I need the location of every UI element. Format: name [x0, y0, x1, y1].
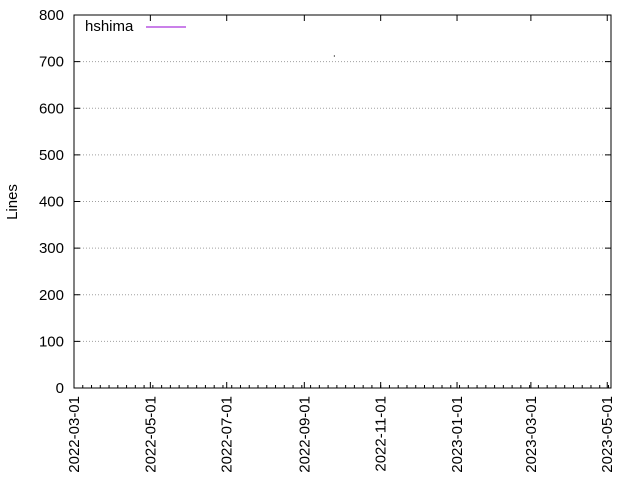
- x-tick-label-2022-09-01: 2022-09-01: [296, 396, 313, 473]
- y-tick-label-200: 200: [39, 287, 64, 304]
- x-tick-label-2022-05-01: 2022-05-01: [142, 396, 159, 473]
- y-tick-label-100: 100: [39, 333, 64, 350]
- legend-entry-hshima: hshima: [85, 18, 134, 35]
- x-tick-label-2023-05-01: 2023-05-01: [599, 396, 616, 473]
- y-tick-label-0: 0: [56, 380, 64, 397]
- x-tick-label-2022-11-01: 2022-11-01: [373, 396, 390, 472]
- y-tick-label-500: 500: [39, 147, 64, 164]
- series-layer: [333, 55, 335, 57]
- x-tick-label-2023-03-01: 2023-03-01: [523, 396, 540, 473]
- x-tick-label-2023-01-01: 2023-01-01: [449, 396, 466, 473]
- y-axis-label: Lines: [4, 184, 21, 220]
- y-tick-label-300: 300: [39, 240, 64, 257]
- y-axis: 0 100 200 300 400 500 600 700 800: [39, 7, 611, 397]
- legend: hshima: [85, 18, 186, 35]
- data-point-0-0: [333, 55, 335, 57]
- plot-frame: [73, 14, 612, 389]
- grid-lines: [74, 61, 611, 342]
- x-tick-label-2022-03-01: 2022-03-01: [66, 396, 83, 473]
- x-axis: 2022-03-01 2022-05-01 2022-07-01 2022-09-01…: [66, 15, 616, 473]
- y-tick-label-600: 600: [39, 100, 64, 117]
- y-tick-label-700: 700: [39, 54, 64, 71]
- y-tick-label-800: 800: [39, 7, 64, 24]
- x-tick-label-2022-07-01: 2022-07-01: [219, 396, 236, 473]
- y-tick-label-400: 400: [39, 194, 64, 211]
